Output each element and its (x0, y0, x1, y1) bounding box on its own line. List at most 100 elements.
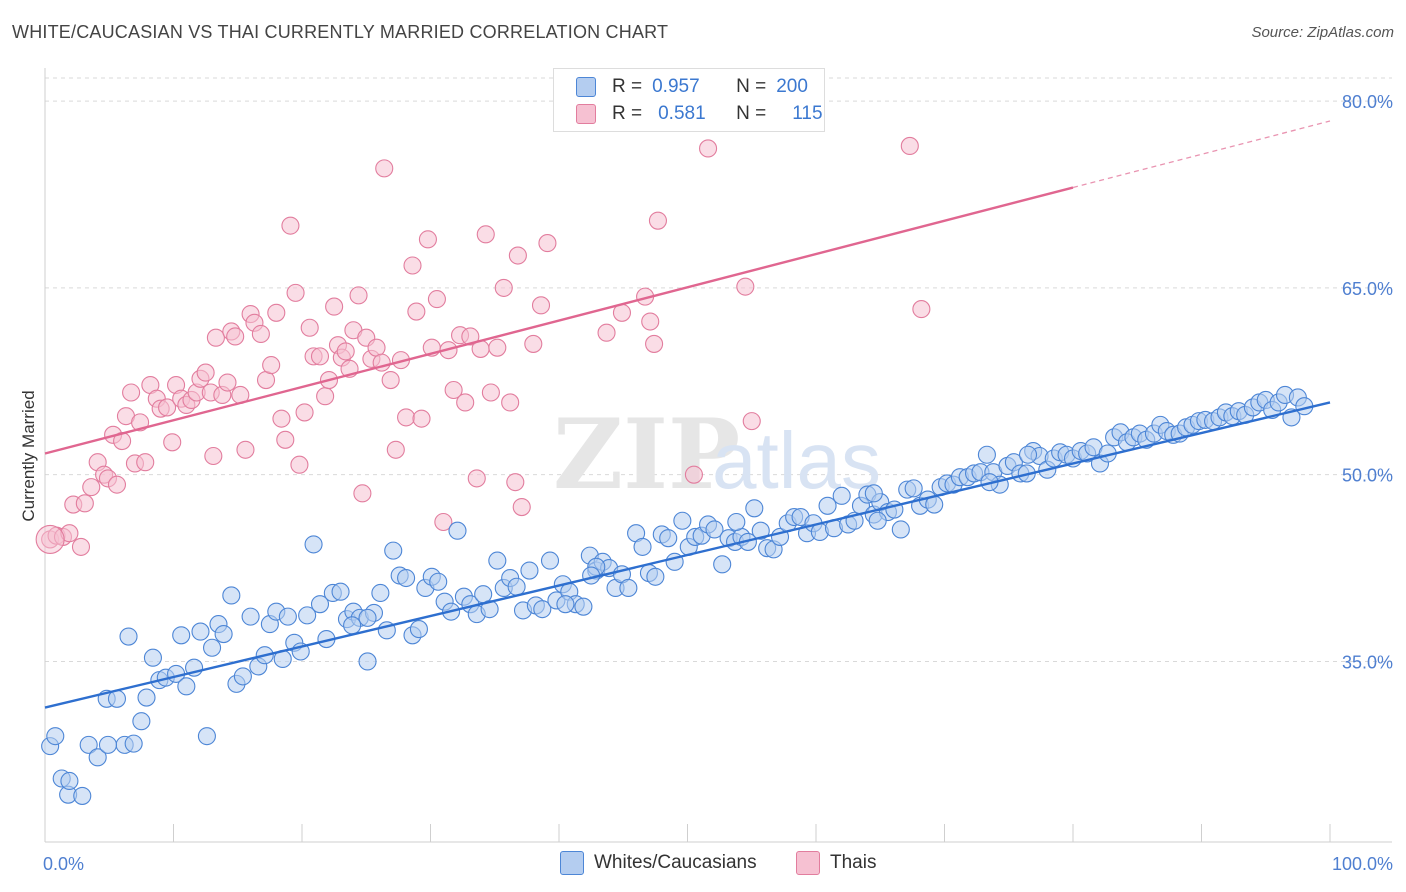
legend-item-thais: Thais (796, 851, 876, 875)
thais-point (912, 300, 931, 319)
legend-swatch-pink (576, 104, 596, 124)
thais-point (476, 225, 495, 244)
whites-point (409, 620, 428, 639)
thais-points (35, 136, 931, 556)
thais-point (501, 393, 520, 412)
whites-point (1018, 445, 1038, 464)
thais-point (122, 383, 141, 402)
thais-point (736, 277, 755, 296)
thais-point (481, 383, 500, 402)
thais-point (506, 473, 525, 492)
whites-point (191, 622, 210, 641)
thais-point (412, 409, 431, 428)
thais-point (645, 334, 664, 353)
whites-point (358, 608, 377, 627)
legend-label-whites: Whites/Caucasians (594, 852, 757, 873)
whites-point (397, 568, 416, 588)
thais-point (494, 278, 513, 297)
whites-point (98, 735, 118, 754)
watermark: ZIP atlas (553, 398, 881, 511)
whites-point (574, 597, 593, 616)
y-axis-label: Currently Married (19, 390, 38, 521)
x-tick-label: 100.0% (1332, 854, 1393, 874)
y-tick-label: 80.0% (1342, 92, 1393, 112)
thais-point (226, 327, 245, 346)
thais-point (295, 403, 314, 422)
thais-point (325, 297, 344, 316)
thais-point (204, 446, 223, 466)
legend-n-label: N = (736, 103, 767, 124)
thais-point (75, 494, 94, 513)
thais-point (900, 136, 919, 156)
whites-point (488, 551, 507, 570)
thais-point (300, 318, 319, 337)
whites-point (384, 541, 403, 560)
watermark-atlas: atlas (712, 416, 881, 505)
whites-point (203, 638, 222, 657)
thais-point (35, 524, 65, 554)
whites-point (137, 688, 156, 707)
whites-point (868, 511, 887, 530)
whites-point (343, 616, 362, 635)
whites-point (751, 521, 770, 540)
whites-point (298, 606, 317, 625)
whites-point (619, 578, 638, 598)
legend-r-value: 0.957 (652, 76, 700, 97)
legend-r-label: R = (612, 103, 643, 124)
thais-point (461, 327, 480, 346)
whites-point (507, 577, 526, 596)
thais-point (456, 393, 475, 412)
thais-point (267, 303, 286, 322)
thais-point (508, 246, 527, 265)
thais-point (290, 455, 309, 474)
whites-point (60, 771, 79, 791)
thais-point (158, 398, 177, 417)
thais-point (251, 324, 270, 344)
thais-point (71, 537, 91, 556)
thais-point (353, 484, 372, 503)
thais-point (444, 380, 463, 400)
thais-point (163, 433, 182, 452)
thais-point (684, 465, 703, 484)
thais-trend-extension (1072, 120, 1331, 189)
x-tick-label: 0.0% (43, 854, 84, 874)
whites-point (864, 484, 883, 503)
legend-item-whites: Whites/Caucasians (560, 851, 757, 875)
whites-point (177, 677, 196, 696)
whites-point (705, 520, 724, 539)
whites-point (904, 479, 923, 498)
thais-point (403, 256, 422, 275)
thais-point (648, 211, 667, 230)
thais-point (281, 216, 300, 235)
whites-point (448, 521, 467, 540)
whites-point (832, 486, 851, 505)
whites-point (371, 583, 390, 603)
whites-point (429, 572, 448, 591)
thais-point (407, 302, 426, 321)
whites-point (197, 727, 216, 746)
axis-layer: 35.0% 50.0% 65.0% 80.0% 0.0% 100.0% (43, 68, 1393, 874)
whites-point (88, 748, 107, 767)
whites-point (646, 567, 665, 586)
thais-point (699, 139, 718, 158)
thais-point (316, 387, 335, 406)
whites-point (540, 551, 560, 570)
thais-point (538, 234, 557, 253)
thais-point (641, 312, 660, 331)
whites-point (73, 786, 92, 805)
whites-point (222, 586, 241, 605)
whites-point (304, 535, 323, 554)
thais-point (262, 356, 281, 375)
whites-point (891, 520, 910, 539)
thais-point (512, 498, 531, 517)
legend-swatch-blue (560, 851, 584, 875)
y-tick-label: 50.0% (1342, 466, 1393, 486)
whites-points (41, 385, 1314, 805)
thais-point (742, 412, 761, 431)
legend-label-thais: Thais (830, 852, 877, 873)
thais-point (418, 230, 437, 249)
thais-point (488, 338, 507, 357)
legend-n-value: 200 (776, 76, 808, 97)
chart-title: WHITE/CAUCASIAN VS THAI CURRENTLY MARRIE… (12, 22, 669, 42)
